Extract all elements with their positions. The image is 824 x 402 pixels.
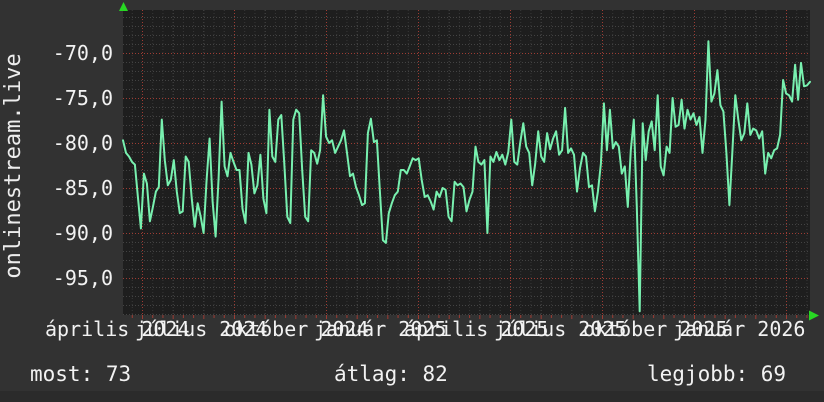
y-tick-label: -95,0 — [52, 266, 113, 290]
stat-average: átlag: 82 — [334, 362, 448, 386]
x-axis-label: július 2024 — [135, 317, 268, 341]
x-axis-label: január 2026 — [673, 317, 806, 341]
stat-best: legjobb: 69 — [647, 362, 787, 386]
x-axis-label: január 2025 — [314, 317, 447, 341]
x-axis-label: október 2024 — [224, 317, 369, 341]
y-tick-label: -75,0 — [52, 86, 113, 110]
y-tick-label: -85,0 — [52, 176, 113, 200]
y-tick-label: -70,0 — [52, 41, 113, 65]
stats-bar: most: 73 átlag: 82 legjobb: 69 — [0, 361, 824, 387]
plot-background — [123, 10, 810, 315]
y-tick-label: -80,0 — [52, 131, 113, 155]
grid — [123, 10, 810, 315]
signal-line — [122, 40, 811, 313]
x-axis-label: július 2025 — [494, 317, 627, 341]
bottom-bar — [0, 391, 824, 402]
x-axis-label: április 2025 — [404, 317, 549, 341]
x-axis-arrow-icon — [809, 310, 819, 321]
site-label: onlinestream.live — [1, 53, 26, 279]
y-tick-label: -90,0 — [52, 221, 113, 245]
x-axis-ticks — [131, 315, 808, 319]
x-axis-label: október 2025 — [583, 317, 728, 341]
y-axis-arrow-icon — [119, 2, 128, 11]
x-axis-label: április 2024 — [45, 317, 190, 341]
stat-most: most: 73 — [30, 362, 132, 386]
